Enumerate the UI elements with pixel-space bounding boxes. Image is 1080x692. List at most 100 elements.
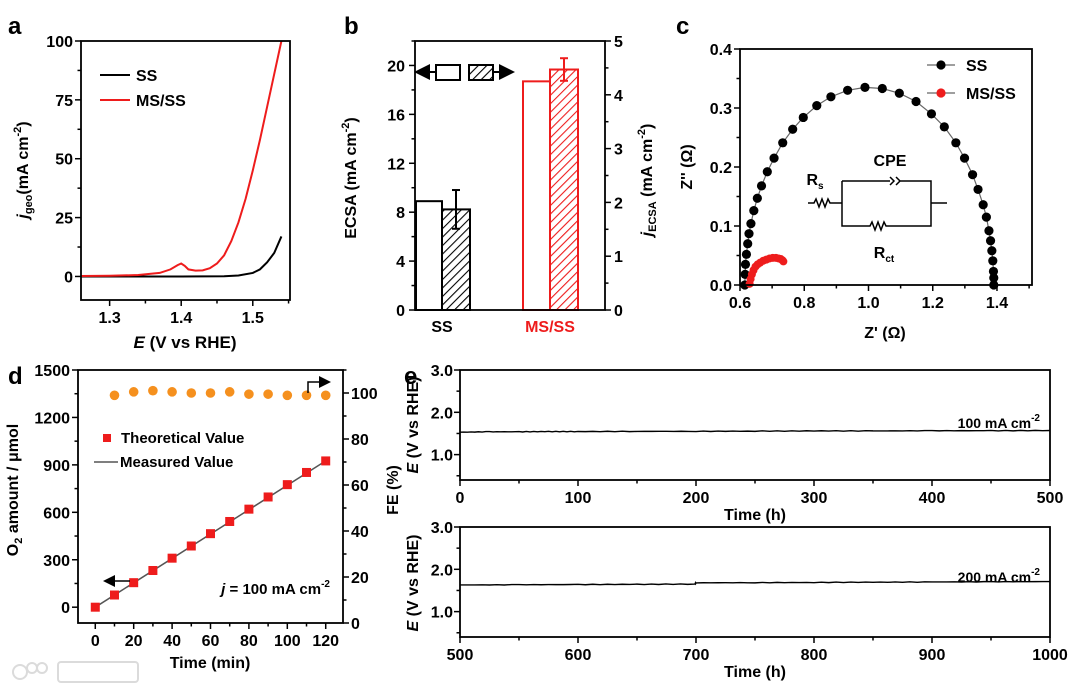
data-point-ss	[988, 266, 999, 277]
d-ylabel-left: O2 amount / μmol	[5, 424, 25, 556]
plot-frame	[80, 40, 291, 301]
e-bottom-xlabel: Time (h)	[724, 664, 786, 681]
fe-point	[109, 390, 120, 401]
data-point-ss	[798, 112, 808, 123]
d-xlabel: Time (min)	[170, 655, 251, 672]
panel-label-b: b	[344, 13, 359, 40]
x-tick-label: 20	[125, 633, 143, 650]
y-tick-label: 1500	[34, 363, 70, 380]
y-tick-label: 0.2	[710, 160, 732, 177]
x-tick-label: 1000	[1032, 647, 1068, 664]
y-tick-label: 0.4	[710, 42, 732, 59]
data-point-ss	[741, 249, 752, 259]
stability-curve	[459, 429, 1051, 433]
panel-e-bottom: 500 600 700 800 900 1000 1.0 2.0 3.0	[431, 520, 1068, 664]
y-tick-label: 0	[64, 269, 73, 286]
x-tick-label: 700	[683, 647, 710, 664]
fe-point	[167, 387, 177, 397]
data-point-ss	[978, 200, 988, 210]
data-point-ss	[939, 122, 949, 132]
data-point-ss	[981, 212, 991, 222]
right-axis-arrow	[307, 376, 331, 393]
b-ylabel-right: jECSA (mA cm-2)	[636, 124, 659, 239]
watermark-logo	[12, 661, 139, 683]
x-tick-label: 1.5	[242, 310, 264, 327]
a-ylabel: jgeo(mA cm-2)	[12, 121, 35, 220]
x-tick-label: 1.4	[170, 310, 192, 327]
x-tick-label: 0	[456, 490, 465, 507]
x-tick-label: 80	[240, 633, 258, 650]
x-tick-label: 1.3	[99, 310, 121, 327]
legend-label: MS/SS	[966, 86, 1016, 103]
y-tick-label: 2.0	[431, 405, 453, 422]
equivalent-circuit-inset	[808, 176, 947, 233]
y-tick-label: 20	[387, 58, 405, 75]
legend-marker	[936, 88, 946, 98]
cpe-label: CPE	[874, 153, 907, 170]
panel-label-e: e	[404, 363, 417, 390]
data-point-ss	[788, 124, 798, 134]
y-tick-label: 1200	[34, 410, 70, 427]
y-tick-label: 0	[614, 303, 623, 320]
data-point-ss	[987, 246, 997, 256]
fe-point	[244, 389, 254, 399]
legend-label-theoretical: Theoretical Value	[121, 430, 244, 447]
resistor-rct	[841, 180, 932, 233]
y-tick-label: 16	[387, 107, 405, 124]
data-point-ss	[860, 82, 870, 92]
legend-marker-theoretical	[103, 434, 111, 442]
y-tick-label: 0.0	[710, 278, 732, 295]
data-point-ss	[744, 229, 754, 239]
data-point-ss	[826, 92, 836, 102]
theoretical-value-point	[282, 480, 292, 490]
data-point-ss	[984, 226, 994, 236]
e-top-annotation: 100 mA cm-2	[958, 413, 1041, 431]
x-tick-label: 500	[447, 647, 474, 664]
data-point-ss	[989, 273, 999, 283]
data-point-ss	[911, 96, 921, 107]
fe-point	[186, 388, 197, 398]
y-tick-label: 2	[614, 195, 623, 212]
cpe-element	[842, 176, 902, 186]
fe-point	[263, 389, 273, 399]
rs-label: Rs	[806, 172, 824, 192]
b-ylabel-left: ECSA (mA cm-2)	[340, 117, 360, 239]
category-label: MS/SS	[525, 319, 575, 336]
data-point-ss	[967, 170, 978, 180]
y-tick-label: 100	[46, 34, 73, 51]
fe-point	[320, 390, 331, 401]
fe-point	[148, 385, 158, 396]
data-point-ss	[756, 181, 767, 191]
y-tick-label: 1.0	[431, 448, 453, 465]
fe-point	[128, 387, 139, 397]
legend-label-measured: Measured Value	[120, 454, 233, 471]
y-tick-label: 0	[61, 600, 70, 617]
data-point-ss	[752, 193, 762, 203]
y-tick-label: 25	[55, 211, 73, 228]
panel-label-c: c	[676, 13, 689, 40]
data-point-ss	[988, 256, 998, 266]
data-point-ss	[749, 206, 759, 216]
fe-point	[224, 387, 235, 397]
theoretical-value-point	[302, 467, 312, 477]
c-xlabel: Z' (Ω)	[864, 325, 906, 342]
y-tick-label: 0.3	[710, 101, 732, 118]
y-tick-label: 5	[614, 34, 623, 51]
legend-label: SS	[966, 58, 988, 75]
bar-hatched-1	[549, 68, 579, 311]
e-bottom-ylabel: E (V vs RHE)	[405, 535, 422, 632]
x-tick-label: 1.4	[986, 295, 1008, 312]
category-label: SS	[431, 319, 453, 336]
d-ylabel-right: FE (%)	[385, 465, 402, 515]
theoretical-value-point	[321, 456, 331, 466]
e-top-xlabel: Time (h)	[724, 507, 786, 524]
theoretical-value-point	[167, 553, 177, 563]
c-ylabel: Z'' (Ω)	[679, 144, 696, 189]
e-bottom-annotation: 200 mA cm-2	[958, 567, 1041, 585]
data-point-ms-ss	[779, 257, 788, 266]
y-tick-label: 20	[351, 570, 369, 587]
e-top-ylabel: E (V vs RHE)	[405, 377, 422, 474]
data-point-ss	[877, 83, 887, 94]
data-point-ss	[973, 184, 983, 195]
